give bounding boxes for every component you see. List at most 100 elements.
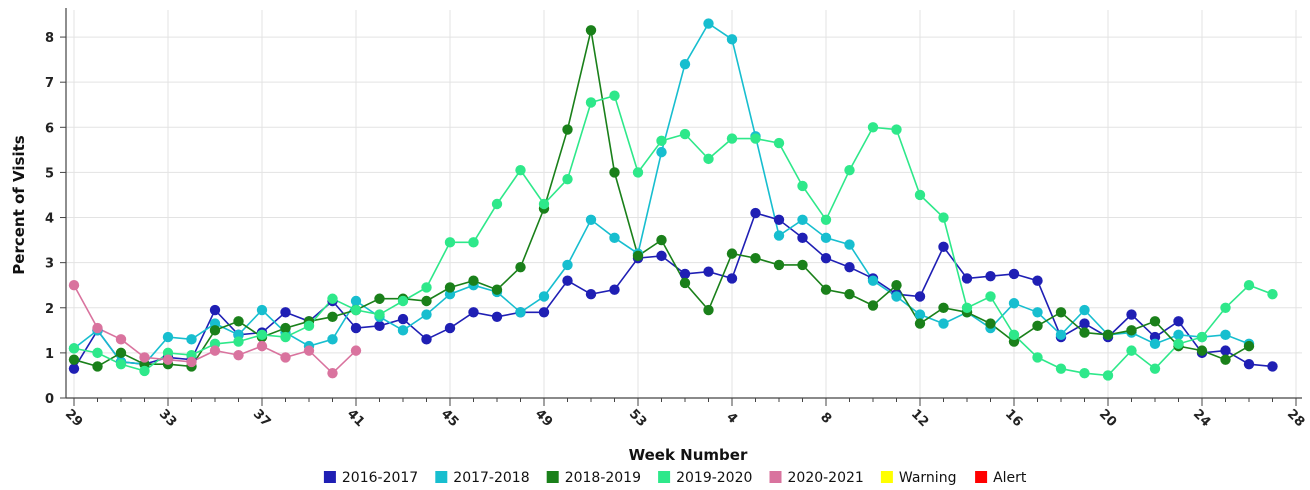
data-point (538, 198, 550, 210)
series-line-2016-2017 (73, 212, 1273, 370)
data-point (68, 363, 80, 374)
data-point (421, 309, 432, 320)
series-points (68, 18, 1278, 381)
data-point (421, 334, 432, 345)
data-point (538, 307, 550, 318)
legend-label: Warning (899, 470, 957, 486)
data-point (280, 331, 291, 343)
x-tick-label: 53 (626, 407, 649, 430)
data-point (703, 266, 714, 277)
legend-label: Alert (993, 470, 1027, 486)
data-point (914, 318, 926, 329)
x-tick-label: 28 (1284, 407, 1307, 430)
data-point (938, 302, 949, 313)
x-tick-label: 33 (156, 407, 179, 430)
data-point (92, 361, 103, 372)
data-point (609, 284, 620, 295)
data-point (280, 322, 291, 334)
legend-swatch (769, 471, 782, 483)
data-point (444, 282, 456, 293)
legend-label: 2020-2021 (788, 470, 864, 486)
data-point (444, 322, 456, 334)
data-point (1220, 302, 1231, 313)
data-point (256, 329, 268, 341)
data-point (820, 252, 832, 264)
x-tick-label: 45 (438, 407, 461, 430)
data-point (773, 230, 785, 241)
data-point (609, 167, 620, 178)
data-point (115, 358, 127, 370)
data-point (1102, 329, 1114, 341)
data-point (1079, 318, 1090, 329)
data-point (1032, 307, 1043, 318)
data-point (1079, 304, 1090, 316)
data-point (1196, 331, 1208, 343)
data-point (773, 137, 785, 149)
legend-swatch (546, 471, 559, 483)
y-tick-label: 5 (45, 166, 54, 181)
data-point (468, 237, 479, 248)
data-point (1149, 363, 1161, 374)
data-point (726, 34, 738, 45)
data-point (914, 189, 926, 201)
data-point (656, 250, 667, 262)
data-point (679, 277, 691, 289)
legend-label: 2018-2019 (565, 470, 641, 486)
data-point (562, 275, 573, 286)
data-point (1149, 338, 1161, 350)
data-point (726, 133, 738, 144)
data-point (679, 268, 691, 280)
legend-swatch (435, 471, 448, 483)
data-point (303, 320, 315, 332)
y-tick-label: 7 (45, 76, 54, 91)
data-point (844, 289, 855, 300)
y-tick-label: 1 (45, 347, 54, 362)
data-point (703, 153, 714, 165)
data-point (256, 340, 268, 352)
data-point (1149, 316, 1161, 327)
data-point (421, 282, 432, 293)
data-point (209, 304, 221, 316)
data-point (797, 214, 808, 225)
data-point (585, 289, 597, 300)
data-point (162, 354, 174, 365)
data-point (938, 241, 949, 253)
data-point (891, 124, 902, 135)
x-tick-label: 37 (250, 407, 273, 430)
data-point (186, 356, 197, 368)
data-point (938, 318, 949, 329)
legend-label: 2017-2018 (453, 470, 529, 486)
data-point (515, 261, 526, 273)
data-point (1267, 289, 1278, 300)
data-point (985, 318, 996, 329)
legend-swatch (323, 471, 336, 483)
data-point (1079, 367, 1090, 379)
data-point (421, 295, 432, 307)
data-point (891, 280, 902, 291)
data-point (1008, 268, 1020, 280)
data-point (938, 212, 949, 223)
x-tick-label: 41 (344, 407, 367, 430)
data-point (1008, 329, 1020, 341)
data-point (585, 97, 597, 108)
data-point (750, 133, 761, 144)
data-point (750, 207, 761, 219)
data-point (209, 325, 221, 336)
data-point (1267, 361, 1278, 372)
data-point (773, 259, 785, 271)
data-point (233, 316, 244, 327)
data-point (1173, 338, 1184, 350)
data-point (1032, 320, 1043, 332)
legend: 2016-2017 2017-2018 2018-2019 2019-2020 2020… (323, 470, 1027, 486)
data-point (374, 320, 385, 332)
y-tick-label: 3 (45, 257, 54, 272)
data-point (186, 334, 197, 345)
data-point (397, 295, 409, 307)
data-point (139, 352, 150, 363)
data-point (820, 232, 832, 244)
data-point (115, 334, 127, 345)
data-point (1055, 363, 1067, 374)
data-point (562, 124, 573, 135)
data-point (562, 259, 573, 271)
